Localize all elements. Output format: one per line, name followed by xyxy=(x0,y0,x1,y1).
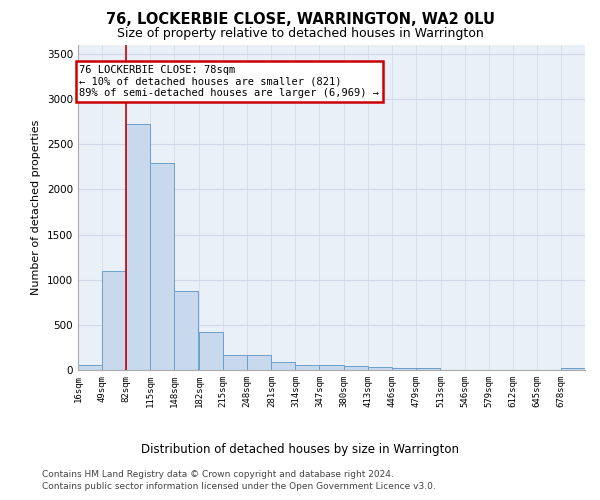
Bar xyxy=(416,368,440,370)
Y-axis label: Number of detached properties: Number of detached properties xyxy=(31,120,41,295)
Text: 76 LOCKERBIE CLOSE: 78sqm
← 10% of detached houses are smaller (821)
89% of semi: 76 LOCKERBIE CLOSE: 78sqm ← 10% of detac… xyxy=(79,65,379,98)
Bar xyxy=(78,365,102,370)
Bar xyxy=(392,368,416,370)
Text: Contains public sector information licensed under the Open Government Licence v3: Contains public sector information licen… xyxy=(42,482,436,491)
Text: 76, LOCKERBIE CLOSE, WARRINGTON, WA2 0LU: 76, LOCKERBIE CLOSE, WARRINGTON, WA2 0LU xyxy=(106,12,494,28)
Bar xyxy=(174,292,199,370)
Bar xyxy=(319,366,344,370)
Bar xyxy=(368,368,392,370)
Bar xyxy=(344,366,368,370)
Bar xyxy=(150,164,174,370)
Bar xyxy=(295,364,319,370)
Bar xyxy=(247,355,271,370)
Text: Contains HM Land Registry data © Crown copyright and database right 2024.: Contains HM Land Registry data © Crown c… xyxy=(42,470,394,479)
Bar xyxy=(199,332,223,370)
Bar xyxy=(561,368,585,370)
Bar xyxy=(126,124,150,370)
Bar xyxy=(223,354,247,370)
Bar xyxy=(271,362,295,370)
Bar xyxy=(102,270,126,370)
Text: Size of property relative to detached houses in Warrington: Size of property relative to detached ho… xyxy=(116,28,484,40)
Text: Distribution of detached houses by size in Warrington: Distribution of detached houses by size … xyxy=(141,442,459,456)
